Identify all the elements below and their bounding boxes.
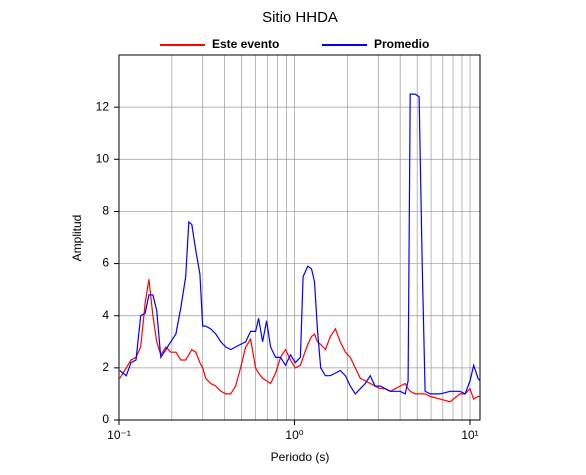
y-tick-label: 0	[102, 412, 109, 426]
plot-frame	[118, 54, 481, 421]
y-axis-label: Amplitud	[70, 215, 84, 262]
x-tick-label: 10⁻¹	[107, 428, 131, 442]
legend-label: Este evento	[212, 37, 279, 51]
chart-title: Sitio HHDA	[262, 9, 338, 26]
y-tick-label: 10	[96, 151, 110, 165]
data-line	[119, 279, 480, 403]
y-tick-label: 12	[96, 99, 110, 113]
data-line	[119, 93, 481, 395]
legend-label: Promedio	[374, 37, 429, 51]
x-axis-label: Periodo (s)	[271, 450, 330, 464]
x-tick-label: 10⁰	[285, 428, 303, 442]
y-tick-label: 6	[102, 256, 109, 270]
y-tick-label: 8	[102, 204, 109, 218]
y-tick-label: 4	[102, 308, 109, 322]
y-tick-label: 2	[102, 360, 109, 374]
x-tick-label: 10¹	[461, 428, 478, 442]
